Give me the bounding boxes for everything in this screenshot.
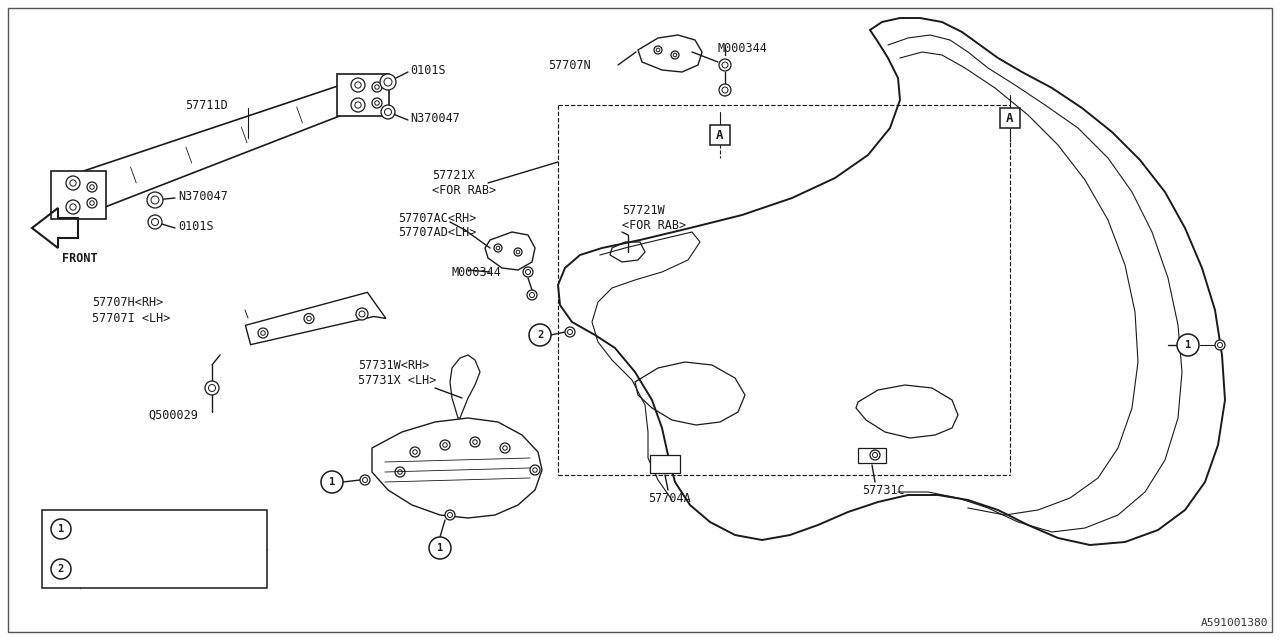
Text: 57711D: 57711D [186,99,228,111]
Circle shape [1178,334,1199,356]
Text: M000344: M000344 [718,42,768,54]
Text: 57721W: 57721W [622,204,664,216]
Circle shape [529,324,550,346]
FancyBboxPatch shape [650,455,680,473]
Text: 57707I <LH>: 57707I <LH> [92,312,170,324]
Text: 1: 1 [329,477,335,487]
Text: 2: 2 [536,330,543,340]
Text: 57704A: 57704A [648,492,691,504]
Text: A: A [717,129,723,141]
Text: 0101S: 0101S [410,63,445,77]
FancyBboxPatch shape [8,8,1272,632]
Text: Q500029: Q500029 [148,408,198,422]
Circle shape [148,215,163,229]
Circle shape [356,308,369,320]
Text: A: A [1006,111,1014,125]
Text: W140007: W140007 [90,522,140,536]
Text: <FOR RAB>: <FOR RAB> [433,184,497,196]
Circle shape [321,471,343,493]
Text: <FOR RAB>: <FOR RAB> [622,218,686,232]
Text: 1: 1 [1185,340,1192,350]
Circle shape [524,267,532,277]
Text: 57731W<RH>: 57731W<RH> [358,358,429,371]
Circle shape [564,327,575,337]
Text: 57731C: 57731C [861,483,905,497]
Text: 57707AC<RH>: 57707AC<RH> [398,211,476,225]
Circle shape [360,475,370,485]
Circle shape [205,381,219,395]
Text: 57707H<RH>: 57707H<RH> [92,296,164,308]
FancyBboxPatch shape [42,510,268,588]
FancyBboxPatch shape [710,125,730,145]
Circle shape [1215,340,1225,350]
Circle shape [527,290,538,300]
Text: N370047: N370047 [178,189,228,202]
Circle shape [51,519,70,539]
FancyBboxPatch shape [1000,108,1020,128]
Text: 2: 2 [58,564,64,574]
FancyBboxPatch shape [50,171,105,219]
FancyBboxPatch shape [337,74,389,116]
Text: W140080: W140080 [90,563,140,575]
Circle shape [381,105,396,119]
Circle shape [380,74,396,90]
Text: 1: 1 [436,543,443,553]
Circle shape [429,537,451,559]
Circle shape [719,84,731,96]
Text: N370047: N370047 [410,111,460,125]
Text: A591001380: A591001380 [1201,618,1268,628]
FancyBboxPatch shape [858,448,886,463]
Text: 1: 1 [58,524,64,534]
Circle shape [719,59,731,71]
Circle shape [445,510,454,520]
Circle shape [51,559,70,579]
Circle shape [147,192,163,208]
Text: M000344: M000344 [452,266,502,278]
Text: 57707N: 57707N [548,58,591,72]
Circle shape [870,450,881,460]
Text: FRONT: FRONT [61,252,97,264]
Text: 57707AD<LH>: 57707AD<LH> [398,225,476,239]
Text: 0101S: 0101S [178,220,214,232]
Text: 57721X: 57721X [433,168,475,182]
Text: 57731X <LH>: 57731X <LH> [358,374,436,387]
